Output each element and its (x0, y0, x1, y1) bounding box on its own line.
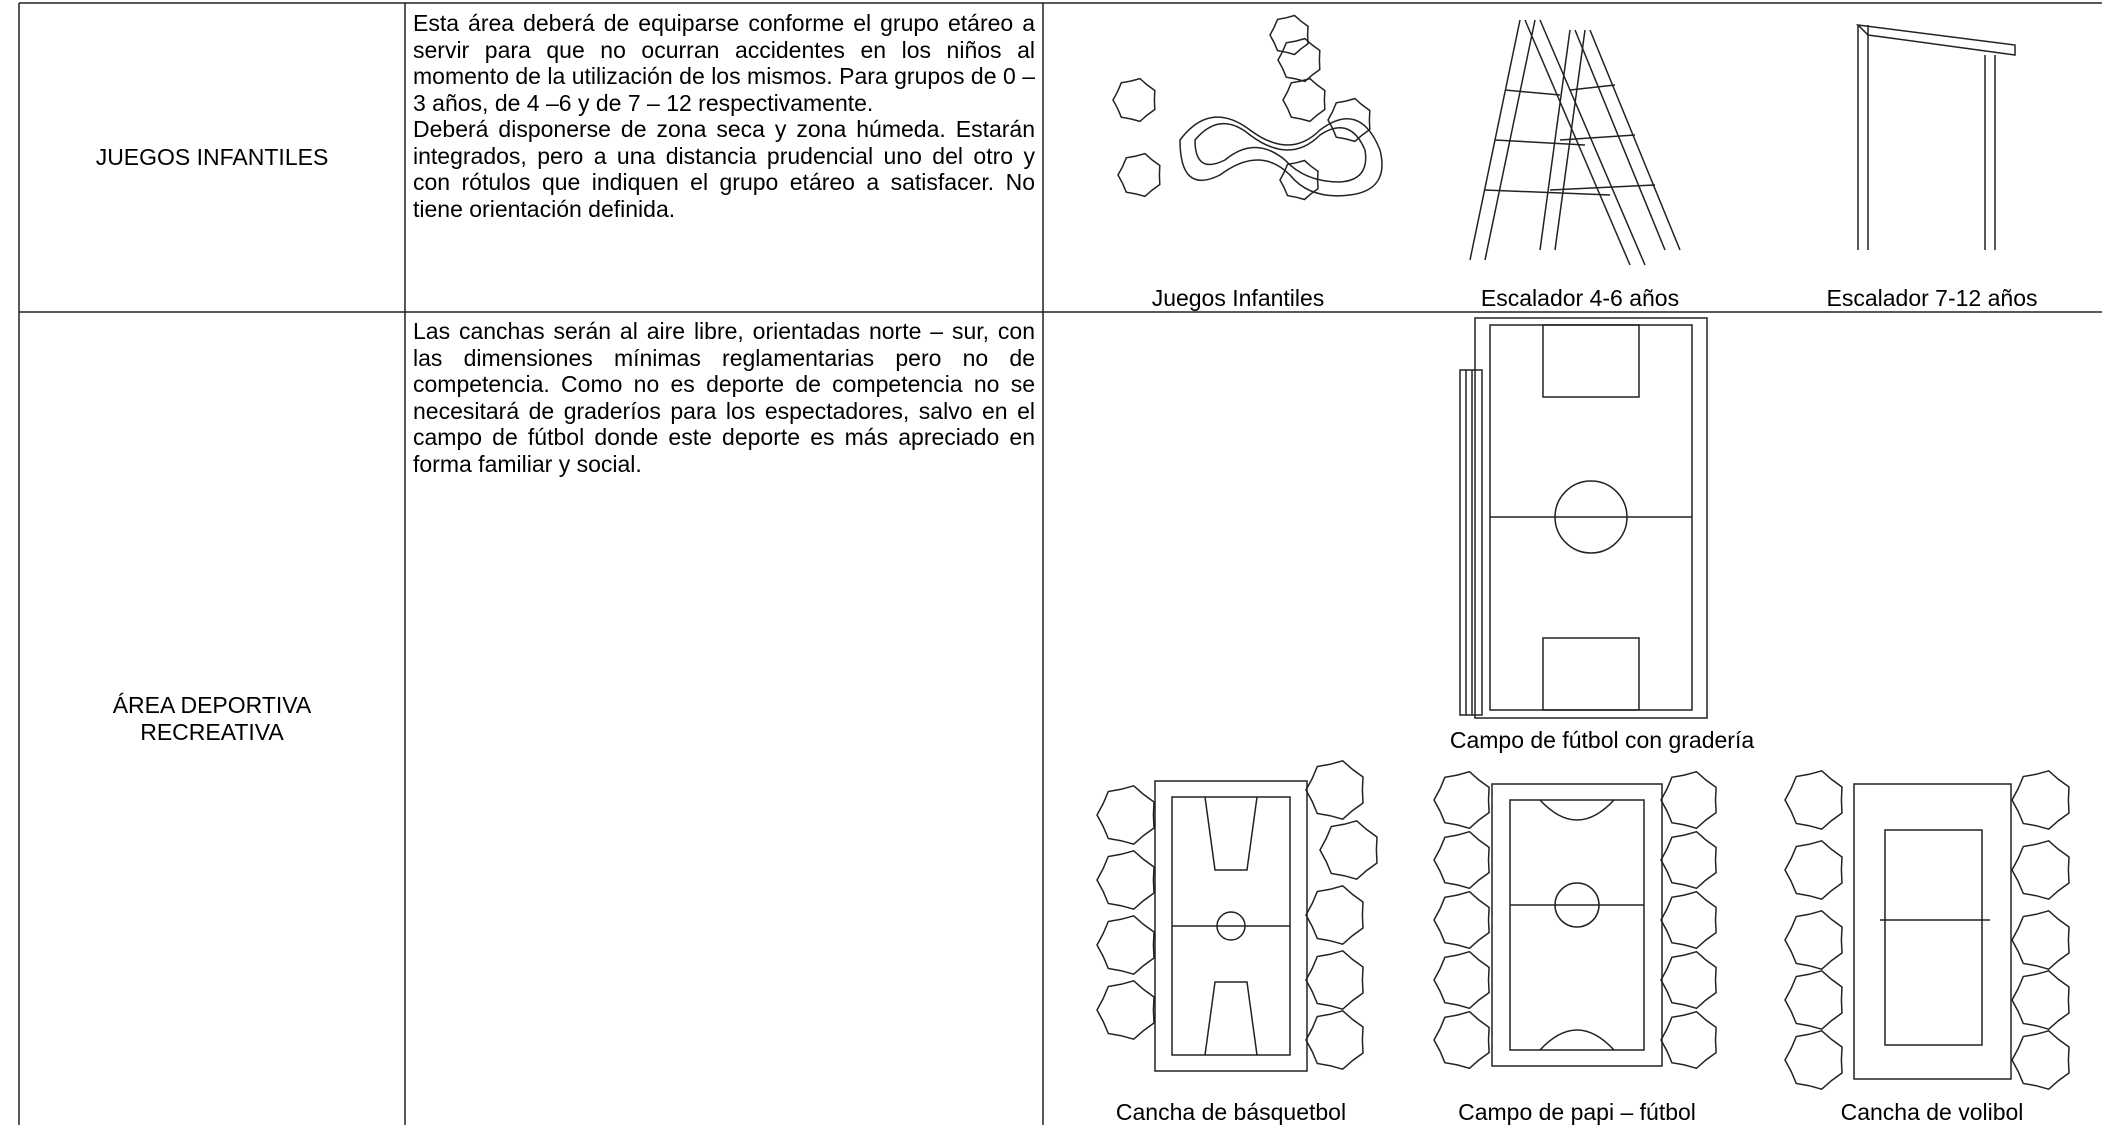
tree (2011, 969, 2070, 1031)
tree (2011, 909, 2070, 971)
tree (1784, 909, 1843, 971)
tree (1096, 914, 1155, 976)
row-label: ÁREA DEPORTIVA RECREATIVA (19, 312, 405, 1125)
figure-caption: Cancha de volibol (1840, 1099, 2024, 1125)
tree (1096, 784, 1155, 846)
tree (1117, 152, 1161, 198)
tree (1433, 1010, 1490, 1070)
tree (1660, 890, 1717, 950)
tree (1279, 159, 1319, 201)
figure-caption: Juegos Infantiles (1151, 285, 1325, 311)
paragraph: Deberá disponerse de zona seca y zona hú… (413, 116, 1035, 222)
tree (1112, 77, 1156, 123)
tree (2011, 769, 2070, 831)
illustrations (1096, 14, 2070, 1091)
tree (1305, 949, 1364, 1011)
tree (1327, 97, 1371, 143)
tree (1269, 14, 1309, 56)
row-label: JUEGOS INFANTILES (95, 144, 329, 171)
tree (1784, 969, 1843, 1031)
label-text: ÁREA DEPORTIVA RECREATIVA (112, 692, 312, 745)
tree (1660, 770, 1717, 830)
tree (1277, 37, 1321, 83)
paragraph: Las canchas serán al aire libre, orienta… (413, 318, 1035, 477)
row-description: Las canchas serán al aire libre, orienta… (413, 318, 1035, 477)
tree (1660, 950, 1717, 1010)
paragraph: Esta área deberá de equiparse conforme e… (413, 10, 1035, 116)
tree (1282, 77, 1326, 123)
tree (1096, 979, 1155, 1041)
figure-caption: Escalador 4-6 años (1480, 285, 1680, 311)
tree (1784, 769, 1843, 831)
tree (1660, 1010, 1717, 1070)
figure-caption: Escalador 7-12 años (1826, 285, 2038, 311)
tree (2011, 1029, 2070, 1091)
tree (1096, 849, 1155, 911)
tree (1433, 950, 1490, 1010)
table-borders (18, 2, 2102, 1125)
tree (1784, 1029, 1843, 1091)
tree (1305, 1009, 1364, 1071)
tree (1319, 819, 1378, 881)
tree (1305, 759, 1364, 821)
figure-caption: Campo de papi – fútbol (1458, 1099, 1696, 1125)
tree (1433, 890, 1490, 950)
figure-caption: Campo de fútbol con gradería (1449, 727, 1755, 753)
tree (1784, 839, 1843, 901)
tree (1433, 770, 1490, 830)
tree (1660, 830, 1717, 890)
tree (2011, 839, 2070, 901)
row-description: Esta área deberá de equiparse conforme e… (413, 10, 1035, 222)
figure-caption: Cancha de básquetbol (1115, 1099, 1347, 1125)
tree (1433, 830, 1490, 890)
tree (1305, 884, 1364, 946)
